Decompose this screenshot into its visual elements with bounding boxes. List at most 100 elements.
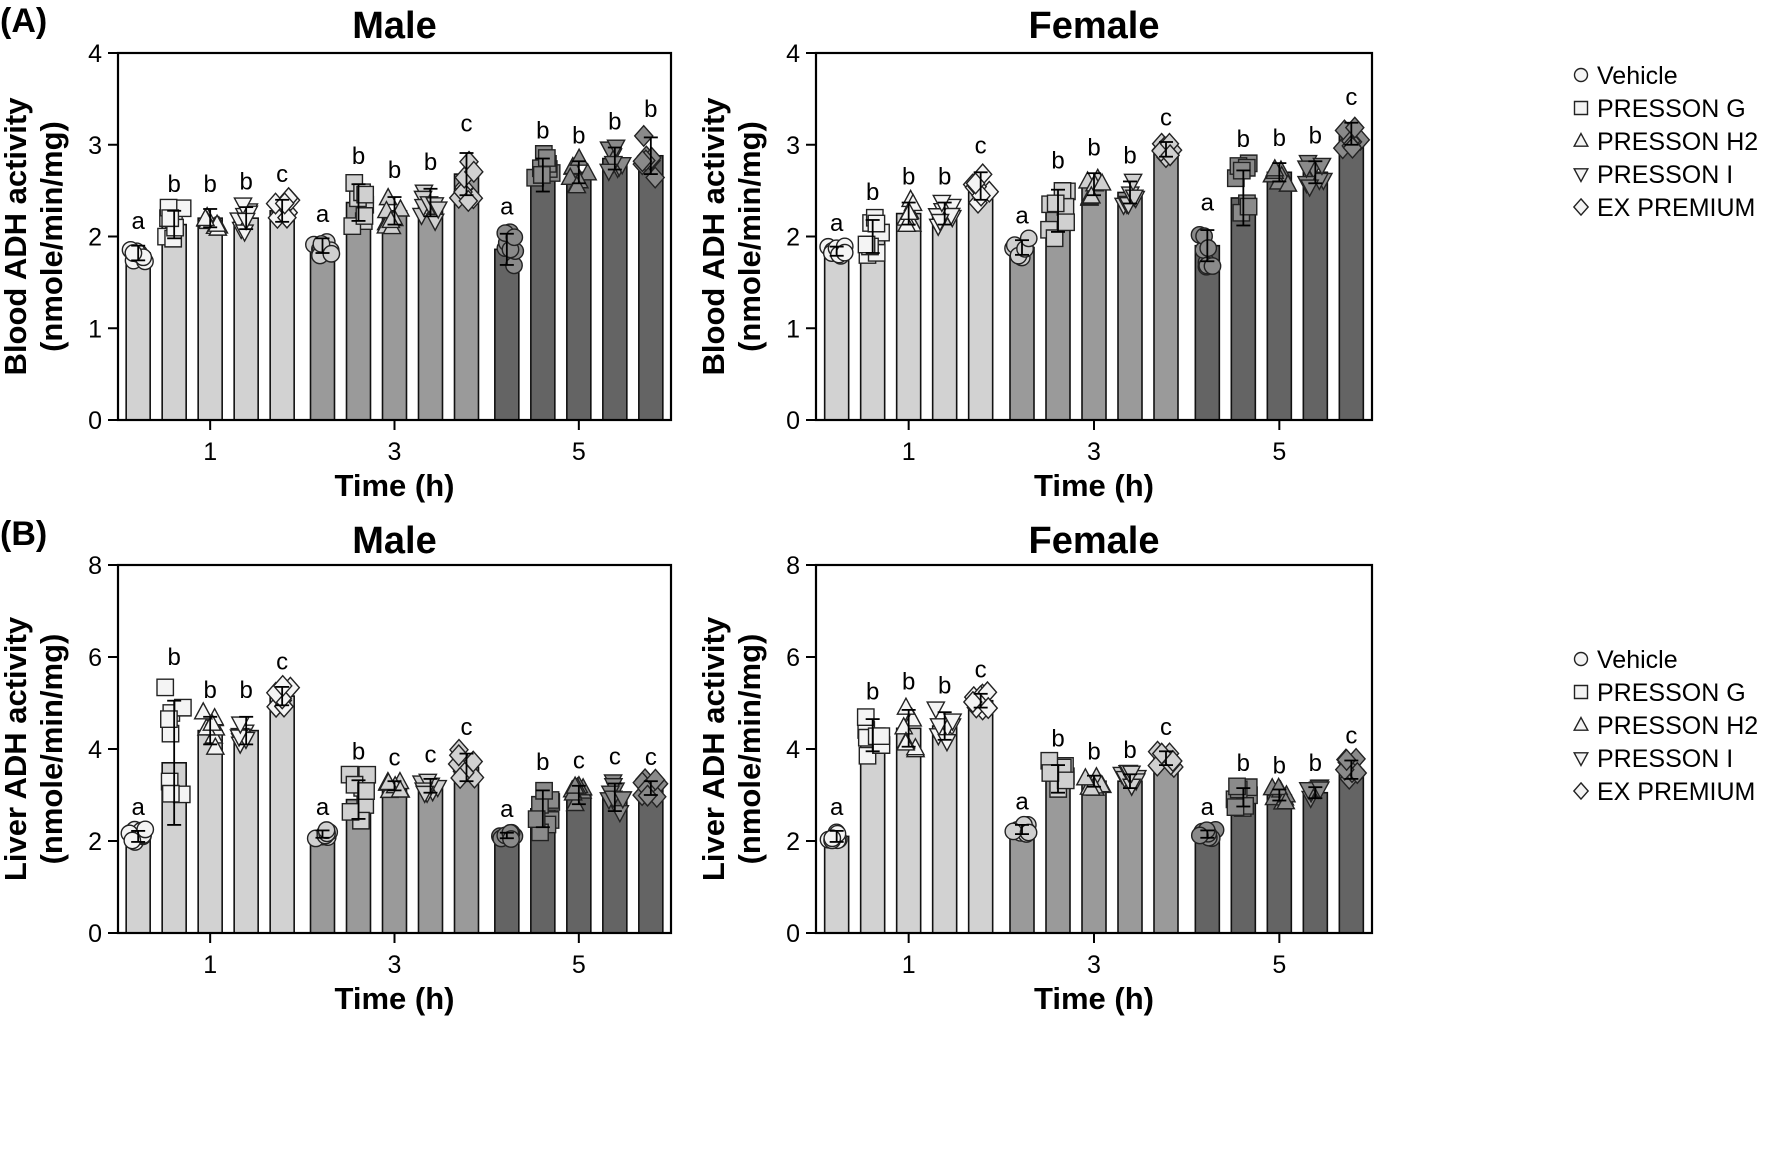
y-tick-label: 6 bbox=[88, 644, 102, 672]
significance-letter: a bbox=[830, 210, 844, 237]
data-point-ex-premium-3h bbox=[448, 743, 469, 767]
bar-vehicle-3h bbox=[1009, 246, 1035, 421]
significance-letter: b bbox=[203, 677, 216, 704]
data-point-vehicle-3h bbox=[1019, 229, 1038, 248]
data-point-presson-g-3h bbox=[1057, 213, 1075, 232]
bar-presson-i-3h bbox=[1117, 191, 1143, 421]
data-point-ex-premium-5h bbox=[633, 124, 654, 148]
x-tick-label: 1 bbox=[203, 438, 217, 466]
bar-ex-premium-5h bbox=[638, 787, 664, 934]
significance-letter: c bbox=[1345, 84, 1357, 111]
legend-entry-presson-g: PRESSON G bbox=[1597, 679, 1746, 707]
bar-ex-premium-3h bbox=[1153, 757, 1179, 934]
significance-letter: b bbox=[938, 672, 951, 699]
legend-entry-presson-g: PRESSON G bbox=[1597, 95, 1746, 123]
y-tick-label: 6 bbox=[786, 644, 800, 672]
bar-vehicle-3h bbox=[1009, 828, 1035, 934]
data-point-presson-i-5h bbox=[598, 163, 619, 182]
data-point-presson-h2-5h bbox=[567, 175, 587, 194]
bar-presson-h2-1h bbox=[895, 212, 922, 421]
data-point-presson-i-1h bbox=[942, 198, 963, 217]
x-tick-label: 3 bbox=[388, 438, 402, 466]
bar-presson-i-1h bbox=[931, 725, 958, 934]
significance-letter: b bbox=[424, 149, 437, 176]
y-tick-label: 0 bbox=[88, 407, 102, 435]
plot-frame bbox=[814, 563, 1374, 935]
y-tick-label: 2 bbox=[88, 224, 102, 252]
significance-letter: b bbox=[167, 644, 180, 671]
significance-letter: a bbox=[131, 794, 145, 821]
x-axis-label: Time (h) bbox=[1034, 468, 1154, 503]
significance-letter: b bbox=[536, 749, 549, 776]
bar-presson-h2-3h bbox=[381, 210, 408, 421]
significance-letter: b bbox=[1087, 134, 1100, 161]
y-tick-label: 2 bbox=[786, 224, 800, 252]
data-point-ex-premium-3h bbox=[463, 160, 484, 184]
data-point-presson-g-3h bbox=[1041, 764, 1060, 782]
bar-presson-i-5h bbox=[602, 796, 628, 934]
data-point-presson-i-5h bbox=[1296, 160, 1317, 179]
chart-title: Male bbox=[352, 520, 436, 562]
y-tick-label: 4 bbox=[786, 40, 800, 68]
legend-marker-presson-h2 bbox=[1573, 132, 1589, 147]
y-tick-label: 0 bbox=[786, 920, 800, 948]
significance-letter: a bbox=[1015, 788, 1029, 815]
data-point-presson-h2-1h bbox=[896, 696, 916, 715]
legend-marker-vehicle bbox=[1573, 651, 1589, 667]
data-point-presson-h2-3h bbox=[390, 779, 410, 798]
bar-vehicle-5h bbox=[494, 248, 520, 421]
y-axis-label-units: (nmole/min/mg) bbox=[732, 121, 767, 352]
significance-letter: b bbox=[902, 164, 915, 191]
data-point-presson-g-1h bbox=[156, 678, 175, 697]
data-point-presson-i-1h bbox=[926, 701, 946, 720]
data-point-presson-i-3h bbox=[428, 201, 449, 220]
significance-letter: c bbox=[1345, 722, 1357, 749]
x-axis-label: Time (h) bbox=[335, 981, 455, 1016]
data-point-presson-g-3h bbox=[1046, 194, 1065, 213]
bar-presson-g-3h bbox=[1045, 778, 1071, 934]
data-point-vehicle-5h bbox=[505, 228, 524, 247]
significance-letter: b bbox=[203, 171, 216, 198]
significance-letter: b bbox=[1237, 126, 1250, 153]
chart-panel-2: Female Blood ADH activity (nmole/min/mg) Ti… bbox=[696, 5, 1374, 503]
significance-letter: b bbox=[1051, 147, 1064, 174]
significance-letter: b bbox=[866, 179, 879, 206]
y-axis-label: Blood ADH activity bbox=[0, 97, 33, 376]
data-point-presson-h2-5h bbox=[1278, 173, 1298, 192]
data-point-presson-i-1h bbox=[942, 713, 963, 732]
chart-panel-3: (B) Male Liver ADH activity (nmole/min/mg) T… bbox=[0, 515, 673, 1016]
significance-letter: c bbox=[276, 649, 288, 676]
legend-entry-presson-i: PRESSON I bbox=[1597, 161, 1733, 189]
significance-letter: c bbox=[425, 741, 437, 768]
bar-presson-g-5h bbox=[1230, 796, 1257, 934]
significance-letter: c bbox=[573, 748, 585, 775]
significance-letter: a bbox=[316, 201, 330, 228]
data-point-presson-i-5h bbox=[1312, 157, 1332, 176]
bar-presson-h2-5h bbox=[566, 171, 592, 421]
bar-ex-premium-1h bbox=[269, 695, 295, 934]
bar-vehicle-3h bbox=[309, 833, 336, 934]
data-point-presson-g-1h bbox=[160, 710, 178, 729]
significance-letter: c bbox=[609, 744, 621, 771]
legend-marker-presson-h2 bbox=[1573, 716, 1589, 731]
significance-letter: b bbox=[1237, 750, 1250, 777]
significance-letter: a bbox=[1201, 190, 1215, 217]
bar-presson-i-1h bbox=[233, 729, 259, 934]
y-tick-label: 2 bbox=[88, 828, 102, 856]
chart-panel-4: Female Liver ADH activity (nmole/min/mg) Ti… bbox=[696, 520, 1374, 1016]
bar-presson-g-5h bbox=[1230, 197, 1257, 421]
legend-marker-vehicle bbox=[1573, 67, 1589, 83]
y-tick-label: 0 bbox=[88, 920, 102, 948]
chart-title: Female bbox=[1029, 5, 1160, 47]
data-point-ex-premium-3h bbox=[458, 189, 479, 213]
y-tick-label: 1 bbox=[786, 315, 800, 343]
x-axis-label: Time (h) bbox=[1034, 981, 1154, 1016]
y-tick-label: 3 bbox=[88, 132, 102, 160]
significance-letter: b bbox=[1123, 143, 1136, 170]
bar-vehicle-1h bbox=[823, 250, 850, 421]
significance-letter: a bbox=[131, 208, 145, 235]
bar-ex-premium-5h bbox=[638, 154, 664, 421]
data-point-presson-i-1h bbox=[932, 194, 952, 213]
y-tick-label: 1 bbox=[88, 315, 102, 343]
significance-letter: b bbox=[352, 143, 365, 170]
